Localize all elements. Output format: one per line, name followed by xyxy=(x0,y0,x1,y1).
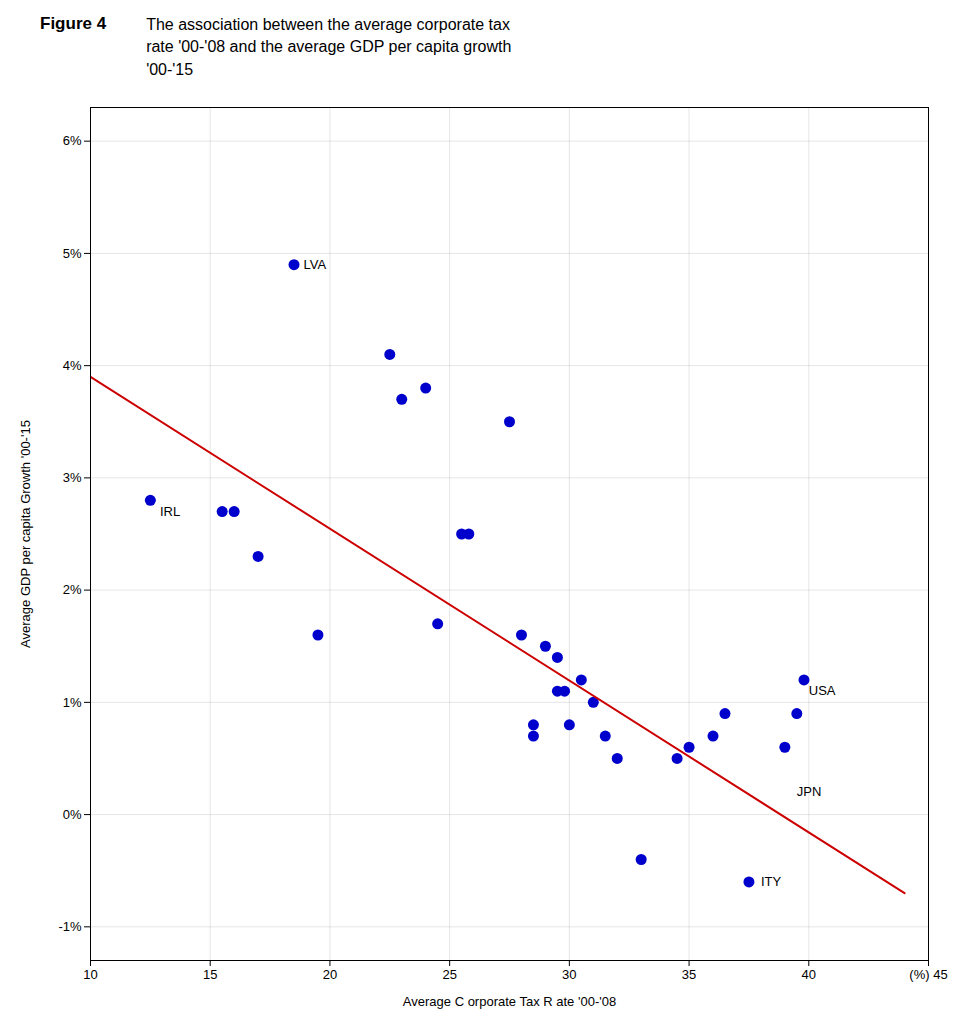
html-text:The association between the av: The association between the average corp… xyxy=(146,16,512,78)
svg-text:5%: 5% xyxy=(63,246,82,261)
svg-text:1%: 1% xyxy=(63,695,82,710)
svg-text:Average C orporate Tax R ate ': Average C orporate Tax R ate '00-'08 xyxy=(403,994,616,1009)
svg-text:15: 15 xyxy=(203,967,217,982)
svg-text:10: 10 xyxy=(83,967,97,982)
svg-text:Average GDP per capita Growth: Average GDP per capita Growth '00-'15 xyxy=(18,420,33,648)
svg-text:IRL: IRL xyxy=(160,504,180,519)
svg-text:(%) 45: (%) 45 xyxy=(909,967,947,982)
svg-text:4%: 4% xyxy=(63,358,82,373)
svg-text:LVA: LVA xyxy=(304,257,327,272)
svg-text:25: 25 xyxy=(442,967,456,982)
svg-text:JPN: JPN xyxy=(797,784,822,799)
svg-text:6%: 6% xyxy=(63,134,82,149)
svg-text:20: 20 xyxy=(323,967,337,982)
svg-text:30: 30 xyxy=(562,967,576,982)
svg-text:3%: 3% xyxy=(63,470,82,485)
svg-text:40: 40 xyxy=(802,967,816,982)
svg-text:35: 35 xyxy=(682,967,696,982)
svg-text:2%: 2% xyxy=(63,582,82,597)
svg-text:0%: 0% xyxy=(63,807,82,822)
html-text:Figure 4: Figure 4 xyxy=(40,14,107,33)
svg-text:USA: USA xyxy=(809,683,836,698)
svg-text:ITY: ITY xyxy=(761,874,782,889)
svg-text:-1%: -1% xyxy=(58,919,82,934)
